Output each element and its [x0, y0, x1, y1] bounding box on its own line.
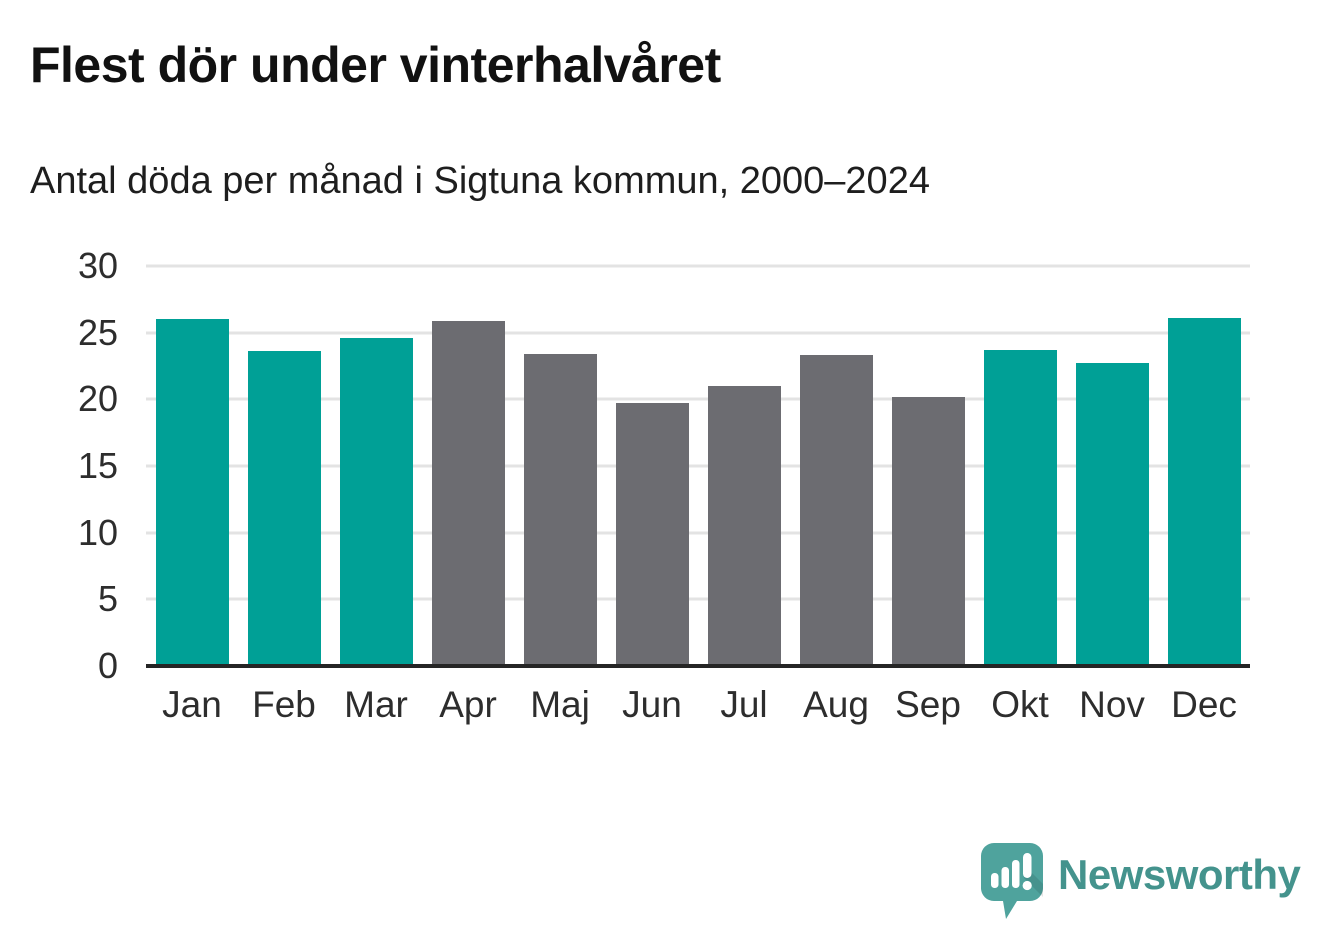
y-tick-label-0: 0: [97, 645, 118, 686]
gridline-y-20: [146, 397, 1250, 401]
gridline-y-10: [146, 531, 1250, 535]
bar-jan: [155, 319, 229, 666]
bar-jul: [707, 386, 781, 666]
y-tick-label-15: 15: [77, 445, 118, 486]
x-tick-label-nov: Nov: [1079, 684, 1145, 725]
x-tick-label-apr: Apr: [439, 684, 497, 725]
y-tick-label-20: 20: [77, 378, 118, 420]
y-axis-tick-labels: 0 5 10 15 20 25 30: [0, 245, 120, 686]
x-axis-tick-labels: Jan Feb Mar Apr Maj Jun Jul Aug Sep Okt Nov Dec: [146, 684, 1250, 734]
x-tick-label-aug: Aug: [803, 684, 869, 725]
x-tick-label-jun: Jun: [622, 684, 682, 725]
gridline-y-5: [146, 597, 1250, 601]
gridline-y-15: [146, 464, 1250, 468]
x-tick-label-jan: Jan: [162, 684, 222, 725]
bar-sep: [891, 396, 965, 666]
bar-jun: [615, 403, 689, 666]
bar-mar: [339, 338, 413, 666]
x-tick-label-feb: Feb: [252, 684, 316, 725]
bar-nov: [1075, 363, 1149, 666]
gridline-y-30: [146, 264, 1250, 268]
bar-dec: [1167, 318, 1241, 666]
x-tick-label-dec: Dec: [1171, 684, 1237, 725]
y-tick-label-10: 10: [77, 511, 118, 553]
chart-subtitle: Antal döda per månad i Sigtuna kommun, 2…: [30, 160, 930, 202]
x-axis-line: [146, 664, 1250, 668]
bar-aug: [799, 355, 873, 666]
gridline-y-25: [146, 331, 1250, 335]
y-tick-label-5: 5: [97, 578, 118, 620]
chart-title: Flest dör under vinterhalvåret: [30, 37, 721, 93]
x-tick-label-maj: Maj: [530, 684, 590, 725]
newsworthy-wordmark: Newsworthy: [1058, 851, 1301, 898]
bar-okt: [983, 350, 1057, 666]
y-tick-label-25: 25: [77, 311, 118, 353]
x-tick-label-mar: Mar: [344, 684, 408, 725]
x-tick-label-sep: Sep: [895, 684, 961, 725]
x-tick-label-okt: Okt: [991, 684, 1049, 725]
bar-maj: [523, 354, 597, 666]
bar-apr: [431, 320, 505, 666]
y-tick-label-30: 30: [77, 245, 118, 286]
newsworthy-speech-bubble-bar-chart-icon: [981, 843, 1043, 919]
bar-feb: [247, 351, 321, 666]
newsworthy-logo: Newsworthy: [980, 842, 1301, 924]
plot-area: [146, 264, 1250, 668]
x-tick-label-jul: Jul: [720, 684, 768, 725]
